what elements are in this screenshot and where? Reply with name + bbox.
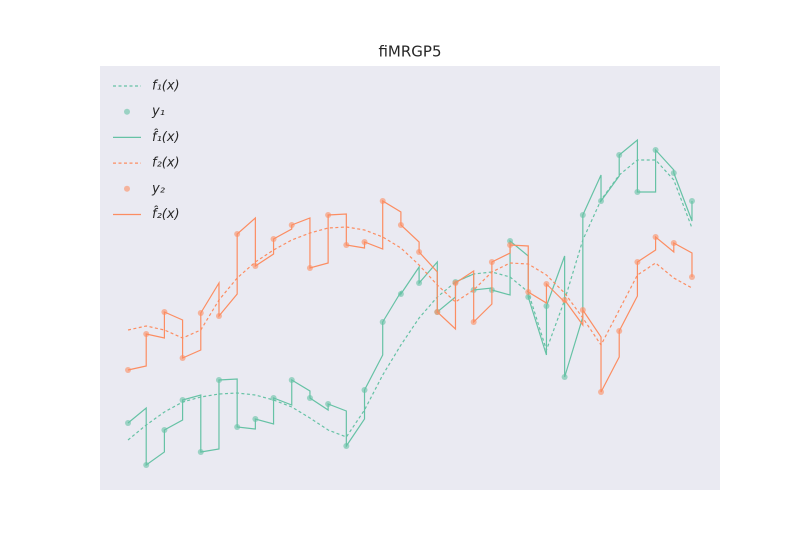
legend-label: y₂ — [151, 181, 165, 196]
legend-label: f̂₁(x) — [152, 130, 180, 145]
data-point — [125, 367, 132, 373]
prediction-line — [127, 138, 693, 467]
legend-label: y₁ — [151, 104, 165, 119]
chart-title: fiMRGP5 — [378, 43, 441, 61]
legend-marker — [124, 185, 130, 192]
plot — [125, 138, 695, 468]
legend-label: f̂₂(x) — [152, 207, 180, 222]
true-function-line — [127, 226, 693, 347]
legend-label: f₂(x) — [152, 156, 180, 171]
plot-area — [100, 66, 720, 490]
prediction-line — [127, 199, 693, 393]
true-function-line — [127, 159, 693, 441]
legend-marker — [124, 108, 130, 115]
legend-label: f₁(x) — [152, 79, 180, 94]
legend: f₁(x) y₁ f̂₁(x) f₂(x) y₂ f̂₂(x) — [113, 79, 180, 222]
